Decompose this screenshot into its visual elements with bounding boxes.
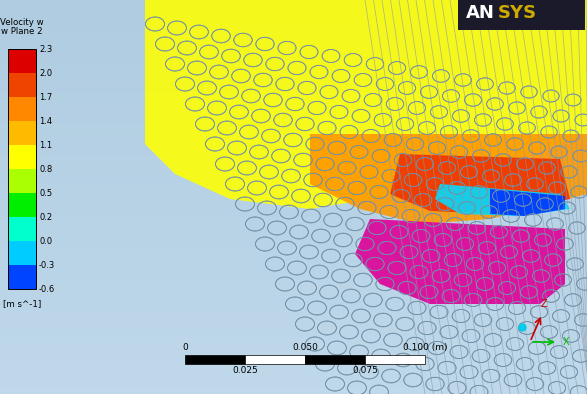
Bar — [8, 169, 36, 193]
Polygon shape — [490, 189, 565, 216]
Text: 1.1: 1.1 — [39, 141, 52, 149]
Bar — [8, 145, 36, 169]
Bar — [8, 49, 36, 289]
Bar — [8, 97, 36, 121]
Text: [m s^-1]: [m s^-1] — [3, 299, 41, 308]
Bar — [8, 265, 36, 289]
Bar — [365, 355, 425, 364]
Bar — [8, 241, 36, 265]
Bar — [8, 73, 36, 97]
Bar — [305, 355, 365, 364]
Bar — [185, 355, 245, 364]
Text: 0.100 (m): 0.100 (m) — [403, 343, 447, 352]
Polygon shape — [355, 219, 565, 304]
Bar — [245, 355, 305, 364]
Text: 0: 0 — [182, 343, 188, 352]
Text: 0.2: 0.2 — [39, 212, 52, 221]
Text: -0.3: -0.3 — [39, 260, 55, 269]
Text: 1.4: 1.4 — [39, 117, 52, 126]
Bar — [8, 217, 36, 241]
Text: SYS: SYS — [498, 4, 537, 22]
Text: Z: Z — [541, 299, 547, 309]
Text: 0.075: 0.075 — [352, 366, 378, 375]
Text: Velocity w: Velocity w — [0, 18, 44, 27]
Text: 0.8: 0.8 — [39, 165, 52, 173]
Text: 1.7: 1.7 — [39, 93, 52, 102]
Text: w Plane 2: w Plane 2 — [1, 27, 43, 36]
Polygon shape — [435, 184, 570, 216]
Bar — [8, 193, 36, 217]
Text: 0.5: 0.5 — [39, 188, 52, 197]
Polygon shape — [390, 154, 570, 214]
Bar — [8, 49, 36, 73]
Text: 2.3: 2.3 — [39, 45, 52, 54]
Text: -0.6: -0.6 — [39, 284, 55, 294]
Text: X: X — [563, 337, 569, 347]
Text: 0.025: 0.025 — [232, 366, 258, 375]
Text: AN: AN — [466, 4, 495, 22]
Polygon shape — [310, 134, 587, 224]
Bar — [8, 121, 36, 145]
Polygon shape — [145, 0, 587, 209]
Text: 0.0: 0.0 — [39, 236, 52, 245]
Text: 0.050: 0.050 — [292, 343, 318, 352]
Text: 2.0: 2.0 — [39, 69, 52, 78]
Bar — [458, 0, 585, 30]
